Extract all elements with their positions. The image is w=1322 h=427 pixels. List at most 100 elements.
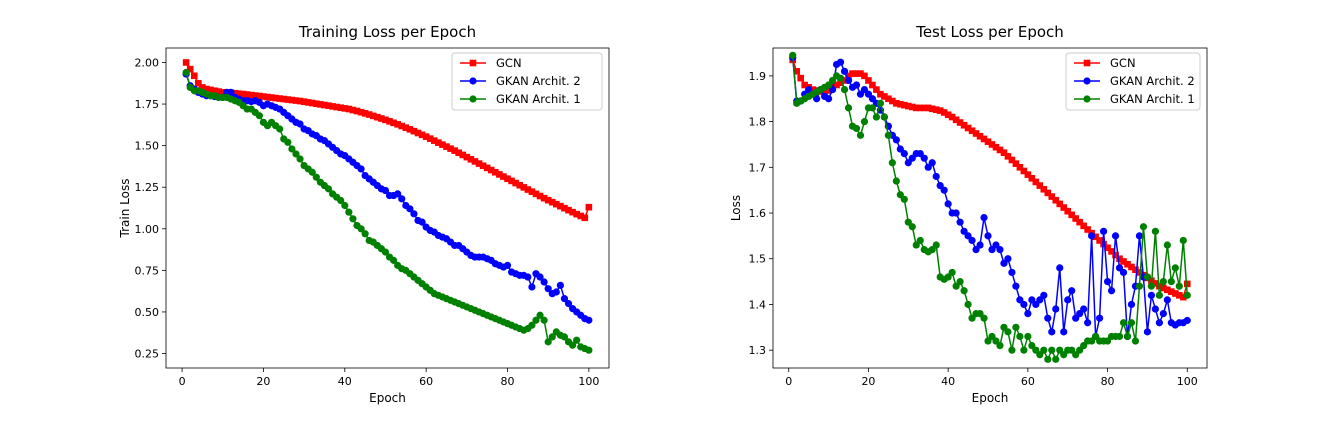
data-point	[296, 120, 304, 128]
data-point	[1008, 156, 1016, 164]
data-point	[284, 96, 292, 103]
data-point	[897, 100, 904, 108]
legend: GCN GKAN Archit. 2 GKAN Archit. 1	[451, 52, 603, 111]
data-point	[992, 143, 1000, 151]
data-point	[1060, 204, 1068, 211]
data-point	[1167, 278, 1175, 286]
data-point	[884, 131, 892, 139]
data-point	[471, 158, 479, 165]
data-point	[390, 256, 398, 264]
data-point	[203, 85, 210, 93]
data-point	[900, 195, 908, 203]
data-point	[1155, 319, 1163, 327]
data-point	[548, 198, 556, 206]
data-point	[972, 130, 980, 137]
data-point	[568, 341, 577, 349]
legend-label: GCN	[496, 56, 522, 70]
data-point	[1163, 296, 1171, 304]
data-point	[292, 150, 300, 158]
data-point	[390, 119, 397, 127]
data-point	[520, 184, 528, 191]
data-point	[532, 190, 540, 198]
x-tick-label: 20	[861, 375, 875, 388]
y-axis-label: Train Loss	[118, 179, 132, 239]
data-point	[840, 86, 849, 94]
data-point	[873, 86, 880, 93]
data-point	[924, 104, 932, 112]
data-point	[940, 109, 948, 116]
y-tick-label: 1.6	[749, 207, 767, 220]
data-point	[451, 147, 458, 154]
data-point	[853, 70, 860, 77]
series-line	[185, 72, 590, 351]
data-point	[300, 98, 308, 106]
data-point	[190, 72, 198, 80]
legend-marker	[1083, 77, 1091, 85]
data-point	[524, 186, 532, 193]
x-tick-label: 60	[419, 375, 433, 388]
data-point	[1159, 278, 1167, 286]
data-point	[381, 248, 390, 256]
data-point	[361, 110, 369, 117]
data-point	[1040, 346, 1048, 354]
data-point	[956, 218, 964, 226]
data-point	[573, 210, 580, 218]
data-point	[459, 151, 467, 159]
data-point	[288, 145, 296, 153]
data-point	[479, 162, 487, 170]
data-point	[1068, 211, 1075, 219]
data-point	[182, 68, 190, 77]
data-point	[789, 51, 797, 59]
data-point	[304, 99, 312, 106]
data-point	[528, 283, 536, 291]
data-point	[845, 72, 852, 80]
legend-marker	[469, 59, 477, 67]
data-point	[418, 218, 426, 226]
data-point	[341, 201, 349, 210]
data-point	[292, 97, 300, 104]
y-tick-label: 0.50	[135, 306, 160, 319]
data-point	[357, 165, 365, 173]
data-point	[1103, 278, 1112, 286]
data-point	[1119, 268, 1128, 277]
legend-label: GKAN Archit. 1	[496, 92, 581, 106]
data-point	[964, 300, 972, 309]
data-point	[317, 101, 324, 108]
data-point	[860, 118, 869, 126]
data-point	[1024, 171, 1032, 178]
data-point	[430, 137, 438, 144]
data-point	[876, 99, 885, 107]
data-point	[1040, 291, 1048, 299]
data-point	[1183, 291, 1191, 299]
data-point	[852, 124, 861, 133]
data-point	[833, 81, 840, 89]
data-point	[556, 281, 564, 289]
chart-title: Training Loss per Epoch	[298, 23, 476, 41]
data-point	[337, 196, 345, 205]
data-point	[1112, 251, 1119, 259]
data-point	[422, 133, 430, 140]
data-point	[905, 102, 912, 110]
data-point	[276, 125, 284, 133]
data-point	[928, 159, 936, 167]
x-tick-label: 40	[941, 375, 955, 388]
data-point	[1179, 293, 1187, 301]
data-point	[235, 90, 243, 98]
data-point	[1143, 273, 1152, 281]
data-point	[569, 208, 576, 216]
data-point	[398, 195, 406, 203]
data-point	[369, 112, 377, 120]
data-point	[944, 111, 952, 119]
data-point	[565, 206, 572, 214]
data-point	[1135, 282, 1144, 290]
data-point	[1020, 300, 1028, 309]
data-point	[382, 116, 389, 124]
y-tick-label: 1.25	[135, 181, 160, 194]
data-point	[398, 122, 406, 130]
data-point	[1139, 223, 1148, 231]
data-point	[467, 155, 475, 163]
data-point	[1120, 258, 1127, 265]
data-point	[378, 115, 385, 122]
data-point	[386, 118, 393, 125]
data-point	[219, 89, 227, 96]
